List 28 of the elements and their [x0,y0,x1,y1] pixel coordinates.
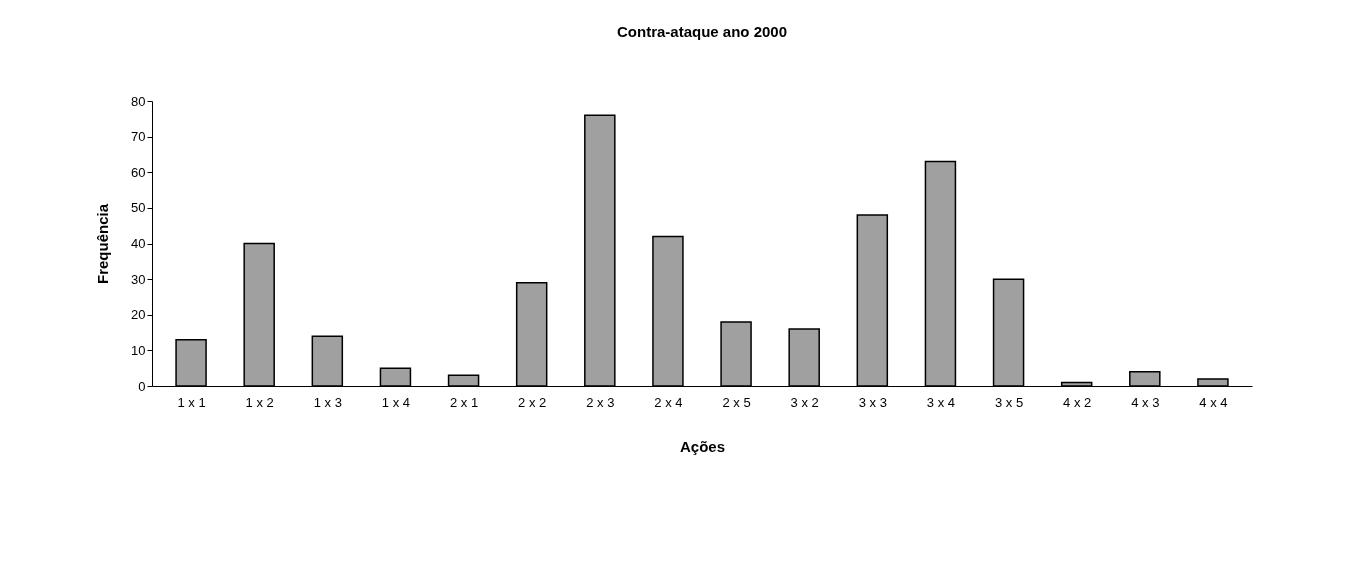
x-tick-label: 4 x 4 [1199,394,1228,410]
x-tick-label: 2 x 3 [586,394,615,410]
x-tick-label: 2 x 5 [722,394,751,410]
y-tick-label: 40 [131,236,146,251]
x-tick-label: 1 x 4 [381,394,411,410]
x-tick-label: 4 x 2 [1063,394,1092,410]
y-tick-label: 30 [131,271,146,287]
y-tick-label: 20 [131,307,146,323]
x-tick-label: 3 x 2 [790,394,819,410]
y-tick-label: 60 [131,164,146,180]
x-axis-title: Ações [679,437,726,455]
y-tick-label: 80 [131,93,146,109]
x-tick-label: 1 x 3 [313,394,342,410]
x-tick-label: 4 x 3 [1131,394,1160,410]
x-tick-label: 2 x 1 [449,394,479,410]
y-axis-title: Frequência [94,203,112,285]
x-tick-label: 3 x 4 [926,394,956,410]
y-tick-label: 50 [131,200,146,216]
x-tick-label: 3 x 5 [994,394,1024,410]
x-tick-label: 2 x 4 [654,394,683,410]
x-tick-label: 3 x 3 [858,394,887,410]
y-tick-label: 0 [138,378,146,394]
x-tick-label: 2 x 2 [518,394,547,410]
x-tick-label: 1 x 1 [177,394,206,410]
y-tick-label: 70 [131,129,146,145]
chart-title: Contra-ataque ano 2000 [616,23,788,40]
y-tick-label: 10 [131,342,146,358]
x-tick-label: 1 x 2 [245,394,274,410]
